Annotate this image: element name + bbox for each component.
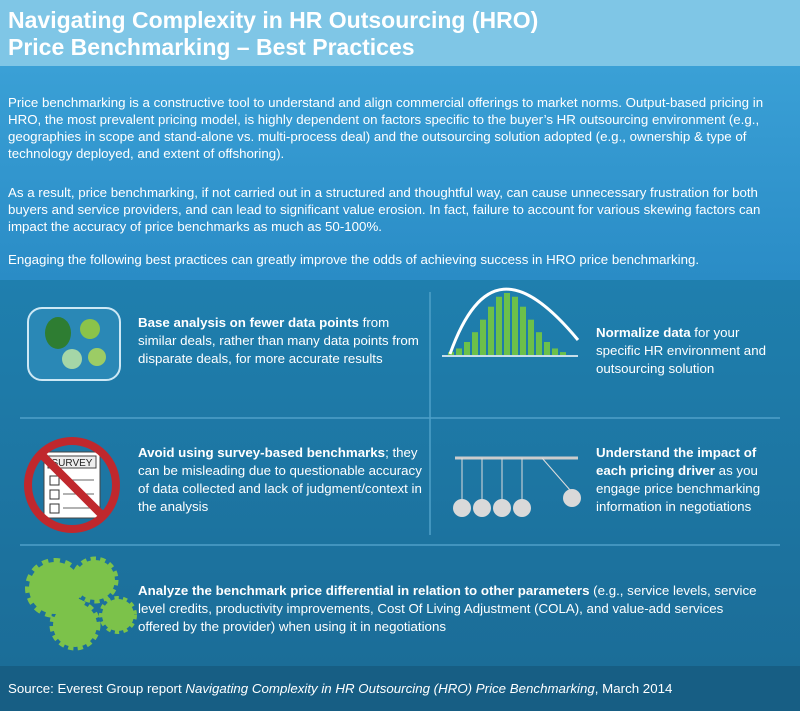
icons: SURVEY bbox=[20, 287, 780, 651]
tip: Normalize data for your specific HR envi… bbox=[596, 324, 786, 378]
footer: Source: Everest Group report Navigating … bbox=[0, 666, 800, 711]
title-line: Price Benchmarking – Best Practices bbox=[8, 34, 415, 60]
tip-text: as you engage price benchmarking informa… bbox=[596, 463, 761, 514]
paragraph: Engaging the following best practices ca… bbox=[8, 252, 700, 267]
icon-bar bbox=[456, 348, 462, 355]
icon-bar bbox=[560, 352, 566, 355]
icon-bar bbox=[472, 332, 478, 355]
tip-bold: Understand the impact of each pricing dr… bbox=[596, 445, 757, 478]
intro: Price benchmarking is a constructive too… bbox=[0, 66, 800, 280]
tip: Avoid using survey-based benchmarks; the… bbox=[138, 444, 423, 516]
paragraph: Price benchmarking is a constructive too… bbox=[8, 95, 764, 161]
tip-bold: Avoid using survey-based benchmarks bbox=[138, 445, 386, 460]
icon-bar bbox=[512, 296, 518, 355]
icon-bar bbox=[544, 342, 550, 355]
icon-bar bbox=[520, 306, 526, 355]
tips-section: SURVEY Base analysis on fewer data point… bbox=[0, 280, 800, 666]
tip-bold: Analyze the benchmark price differential… bbox=[138, 583, 590, 598]
tip: Base analysis on fewer data points from … bbox=[138, 314, 423, 368]
tip: Analyze the benchmark price differential… bbox=[138, 582, 758, 636]
data-points-icon bbox=[27, 307, 121, 381]
header: Navigating Complexity in HR Outsourcing … bbox=[0, 0, 800, 66]
survey-label: SURVEY bbox=[52, 458, 93, 469]
icon-bar bbox=[536, 332, 542, 355]
paragraph: As a result, price benchmarking, if not … bbox=[8, 185, 761, 234]
icon-bar bbox=[488, 306, 494, 355]
icon-bar bbox=[552, 348, 558, 355]
icon-bar bbox=[504, 293, 510, 355]
gears-icon bbox=[25, 556, 137, 651]
source-suffix: , March 2014 bbox=[594, 681, 673, 696]
cradle-icon bbox=[453, 456, 581, 517]
tip-text: ; they can be misleading due to question… bbox=[138, 445, 422, 514]
tip: Understand the impact of each pricing dr… bbox=[596, 444, 786, 516]
tip-bold: Base analysis on fewer data points bbox=[138, 315, 359, 330]
icon-bar bbox=[464, 342, 470, 355]
tip-bold: Normalize data bbox=[596, 325, 691, 340]
bell-curve-icon bbox=[442, 287, 580, 357]
tip-text: from similar deals, rather than many dat… bbox=[138, 315, 419, 366]
tip-text: (e.g., service levels, service level cre… bbox=[138, 583, 757, 634]
tip-text: for your specific HR environment and out… bbox=[596, 325, 766, 376]
title-line: Navigating Complexity in HR Outsourcing … bbox=[8, 7, 539, 33]
icon-bar bbox=[496, 296, 502, 355]
icon-bar bbox=[480, 319, 486, 355]
survey-icon: SURVEY bbox=[24, 437, 120, 533]
source-prefix: Source: Everest Group report bbox=[8, 681, 186, 696]
source-title: Navigating Complexity in HR Outsourcing … bbox=[185, 681, 595, 696]
icon-bar bbox=[528, 319, 534, 355]
